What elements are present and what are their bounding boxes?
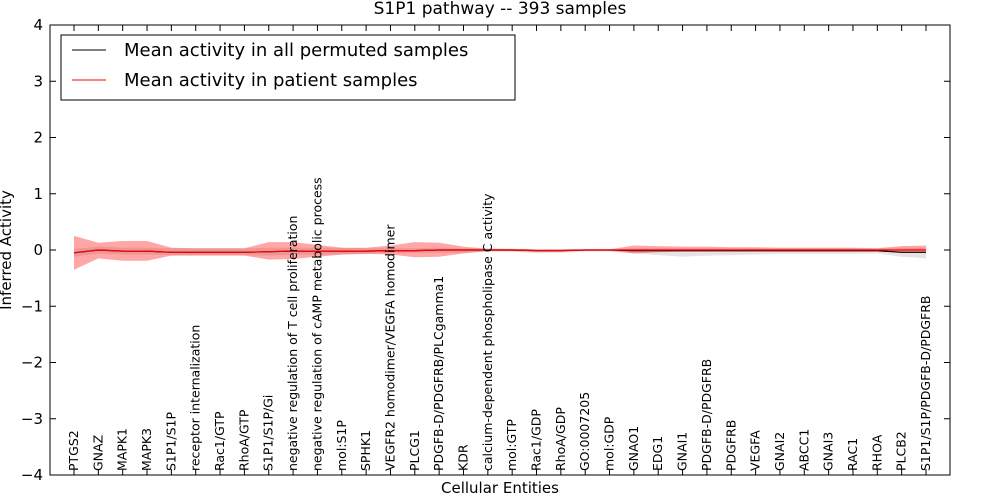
series-line-patient [73, 249, 926, 254]
x-tick-label: negative regulation of T cell proliferat… [285, 216, 300, 471]
legend-box [60, 34, 516, 101]
x-tick-label: VEGFR2 homodimer/VEGFA homodimer [382, 224, 397, 471]
x-tick-label: PLCB2 [894, 431, 909, 471]
x-tick-label: mol:GDP [602, 416, 617, 471]
x-tick-label: GNAZ [90, 435, 105, 471]
x-tick-label: KDR [455, 444, 470, 471]
x-tick-label: GNAO1 [626, 426, 641, 471]
x-tick-label: receptor internalization [188, 325, 203, 471]
y-tick-label: 4 [33, 16, 43, 34]
x-tick-label: RAC1 [845, 438, 860, 471]
x-tick-label: RHOA [869, 434, 884, 471]
legend: Mean activity in all permuted samples Me… [60, 34, 516, 101]
legend-label-patient: Mean activity in patient samples [124, 70, 418, 91]
x-tick-label: PTGS2 [66, 430, 81, 471]
x-tick-label: negative regulation of cAMP metabolic pr… [309, 177, 324, 471]
y-tick-label: 0 [33, 241, 43, 259]
x-tick-label: ABCC1 [796, 429, 811, 471]
x-tick-label: GNAI2 [772, 432, 787, 471]
y-tick-label: −4 [21, 466, 43, 484]
x-tick-label: RhoA/GDP [553, 407, 568, 471]
y-tick-label: −2 [21, 354, 43, 372]
legend-label-permuted: Mean activity in all permuted samples [124, 40, 468, 61]
x-tick-label: Rac1/GDP [529, 409, 544, 471]
x-axis: PTGS2 GNAZ MAPK1 MAPK3 S1P1/S1P receptor inte… [66, 25, 933, 475]
x-tick-label: EDG1 [650, 436, 665, 471]
x-tick-label: PDGFB-D/PDGFRB/PLCgamma1 [431, 276, 446, 471]
y-tick-label: −3 [21, 410, 43, 428]
x-axis-label: Cellular Entities [441, 479, 559, 497]
y-tick-label: 2 [33, 129, 43, 147]
x-tick-label: S1P1/S1P/PDGFB-D/PDGFRB [918, 296, 933, 472]
x-tick-label: PLCG1 [407, 430, 422, 471]
y-tick-label: 1 [33, 185, 43, 203]
x-tick-label: mol:S1P [334, 420, 349, 471]
series-lines [73, 249, 926, 254]
x-tick-label: calcium-dependent phospholipase C activi… [480, 193, 495, 471]
x-tick-label: PDGFRB [723, 420, 738, 471]
x-tick-label: GNAI1 [675, 432, 690, 471]
x-tick-label: GO:0007205 [577, 392, 592, 471]
x-tick-label: MAPK3 [139, 428, 154, 471]
chart-title: S1P1 pathway -- 393 samples [374, 0, 627, 19]
x-tick-label: Rac1/GTP [212, 411, 227, 471]
x-tick-label: MAPK1 [115, 428, 130, 471]
x-tick-label: RhoA/GTP [236, 409, 251, 471]
x-tick-label: PDGFB-D/PDGFRB [699, 359, 714, 471]
x-tick-label: SPHK1 [358, 430, 373, 471]
confidence-band-patient [74, 235, 926, 270]
y-axis: −4 −3 −2 −1 0 1 2 3 4 [21, 16, 950, 484]
x-tick-label: VEGFA [748, 430, 763, 471]
y-axis-label: Inferred Activity [0, 190, 15, 310]
x-tick-label: S1P1/S1P/Gi [261, 395, 276, 471]
x-tick-label: GNAI3 [821, 432, 836, 471]
x-tick-label: mol:GTP [504, 419, 519, 471]
y-tick-label: −1 [21, 297, 43, 315]
x-tick-label: S1P1/S1P [163, 412, 178, 471]
y-tick-label: 3 [33, 72, 43, 90]
